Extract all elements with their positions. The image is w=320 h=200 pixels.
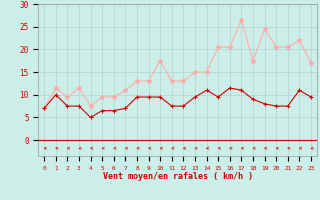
- X-axis label: Vent moyen/en rafales ( km/h ): Vent moyen/en rafales ( km/h ): [103, 172, 252, 181]
